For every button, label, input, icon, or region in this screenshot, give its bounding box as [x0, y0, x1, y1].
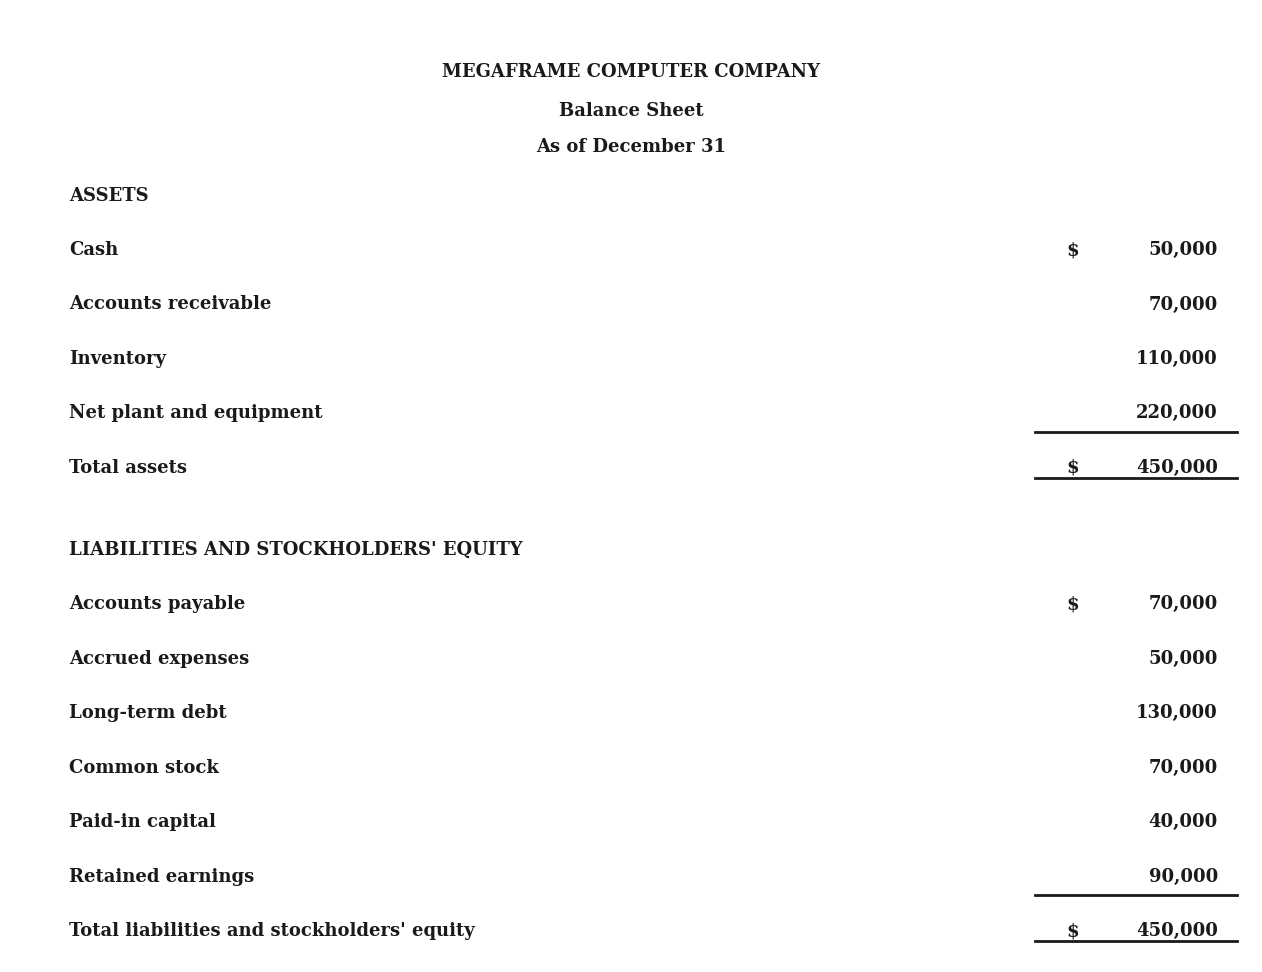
- Text: 70,000: 70,000: [1148, 295, 1218, 314]
- Text: Cash: Cash: [69, 241, 119, 260]
- Text: 450,000: 450,000: [1136, 459, 1218, 477]
- Text: MEGAFRAME COMPUTER COMPANY: MEGAFRAME COMPUTER COMPANY: [442, 63, 820, 82]
- Text: Net plant and equipment: Net plant and equipment: [69, 404, 323, 423]
- Text: $: $: [1066, 596, 1079, 613]
- Text: Accounts receivable: Accounts receivable: [69, 295, 271, 314]
- Text: $: $: [1066, 241, 1079, 260]
- Text: Long-term debt: Long-term debt: [69, 705, 227, 722]
- Text: 50,000: 50,000: [1148, 241, 1218, 260]
- Text: 450,000: 450,000: [1136, 922, 1218, 940]
- Text: $: $: [1066, 922, 1079, 940]
- Text: $: $: [1066, 459, 1079, 477]
- Text: As of December 31: As of December 31: [536, 138, 726, 156]
- Text: LIABILITIES AND STOCKHOLDERS' EQUITY: LIABILITIES AND STOCKHOLDERS' EQUITY: [69, 541, 522, 559]
- Text: 220,000: 220,000: [1136, 404, 1218, 423]
- Text: Accounts payable: Accounts payable: [69, 596, 246, 613]
- Text: Accrued expenses: Accrued expenses: [69, 650, 250, 668]
- Text: 70,000: 70,000: [1148, 596, 1218, 613]
- Text: 50,000: 50,000: [1148, 650, 1218, 668]
- Text: 130,000: 130,000: [1136, 705, 1218, 722]
- Text: 40,000: 40,000: [1148, 814, 1218, 831]
- Text: Total liabilities and stockholders' equity: Total liabilities and stockholders' equi…: [69, 922, 476, 940]
- Text: 90,000: 90,000: [1148, 868, 1218, 885]
- Text: Inventory: Inventory: [69, 350, 167, 368]
- Text: Paid-in capital: Paid-in capital: [69, 814, 216, 831]
- Text: Total assets: Total assets: [69, 459, 188, 477]
- Text: Retained earnings: Retained earnings: [69, 868, 255, 885]
- Text: ASSETS: ASSETS: [69, 187, 149, 205]
- Text: 110,000: 110,000: [1136, 350, 1218, 368]
- Text: Balance Sheet: Balance Sheet: [559, 102, 703, 121]
- Text: 70,000: 70,000: [1148, 759, 1218, 777]
- Text: Common stock: Common stock: [69, 759, 220, 777]
